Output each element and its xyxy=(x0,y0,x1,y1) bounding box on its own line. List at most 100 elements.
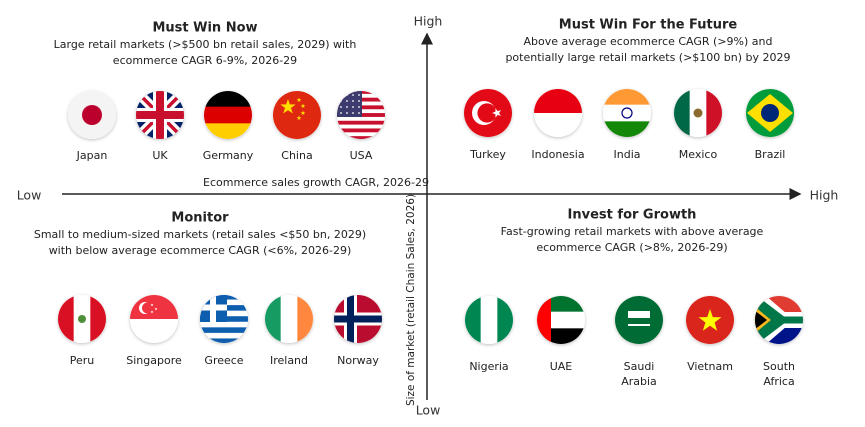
country-name: UAE xyxy=(550,360,573,373)
country-name: Indonesia xyxy=(531,148,584,161)
country-name: USA xyxy=(350,149,373,162)
country-name: Turkey xyxy=(469,148,506,161)
country-flag xyxy=(534,89,582,137)
quadrant-description: ecommerce CAGR 6-9%, 2026-29 xyxy=(113,54,297,67)
flag-shape xyxy=(142,302,153,314)
flag-shape xyxy=(337,120,385,125)
country-flag xyxy=(337,91,385,139)
flag-shape xyxy=(90,295,106,343)
flag-shape xyxy=(204,91,252,108)
flag-shape xyxy=(603,104,651,122)
flag-shape xyxy=(136,111,184,119)
flag-shape xyxy=(200,327,248,334)
flag-shape xyxy=(340,106,342,108)
flag-shape xyxy=(210,295,216,322)
flag-shape xyxy=(150,303,154,307)
x-axis-title: Ecommerce sales growth CAGR, 2026-29 xyxy=(203,176,429,189)
quadrant-title: Monitor xyxy=(171,211,229,226)
country-flag xyxy=(674,89,722,137)
flag-shape xyxy=(340,100,342,102)
quadrant-description: with below average ecommerce CAGR (<6%, … xyxy=(49,244,352,257)
flag-shape xyxy=(273,91,321,139)
country-name: Brazil xyxy=(755,148,786,161)
flag-shape xyxy=(130,319,178,343)
flag-image xyxy=(130,295,178,343)
quadrant-description: Above average ecommerce CAGR (>9%) and xyxy=(524,35,773,48)
flag-shape xyxy=(706,89,722,137)
flag-shape xyxy=(337,116,385,122)
flag-shape xyxy=(154,307,158,311)
y-low-label: Low xyxy=(416,403,441,418)
country-name: Arabia xyxy=(621,375,657,388)
quadrant-description: Large retail markets (>$500 bn retail sa… xyxy=(54,38,357,51)
quadrant-description: Fast-growing retail markets with above a… xyxy=(501,225,764,238)
flag-shape xyxy=(346,106,348,108)
flag-shape xyxy=(337,128,385,133)
country-name: Africa xyxy=(763,375,794,388)
flag-shape xyxy=(204,123,252,139)
country-flag xyxy=(686,296,734,344)
flag-shape xyxy=(150,310,154,314)
flag-shape xyxy=(58,295,75,343)
flag-shape xyxy=(296,97,302,102)
flag-shape xyxy=(497,296,513,344)
country-flag xyxy=(273,91,321,139)
quadrant-title: Must Win For the Future xyxy=(559,18,738,33)
flag-shape xyxy=(492,108,501,118)
x-low-label: Low xyxy=(17,188,42,203)
quadrant-description: Small to medium-sized markets (retail sa… xyxy=(34,228,366,241)
country-name: Ireland xyxy=(270,354,308,367)
flag-image xyxy=(68,91,116,139)
country-name: UK xyxy=(152,149,168,162)
flag-shape xyxy=(300,103,306,108)
quadrant-title: Invest for Growth xyxy=(568,208,697,223)
flag-shape xyxy=(265,295,282,343)
flag-shape xyxy=(352,100,354,102)
flag-image xyxy=(674,89,722,137)
flag-shape xyxy=(337,91,362,117)
flag-image xyxy=(337,91,385,139)
flag-shape xyxy=(603,121,651,137)
y-high-label: High xyxy=(414,14,443,29)
flag-shape xyxy=(200,321,248,328)
flag-shape xyxy=(628,324,650,326)
country-flag xyxy=(334,295,382,343)
flag-shape xyxy=(358,94,360,96)
country-flag xyxy=(200,295,248,343)
flag-shape xyxy=(337,132,385,137)
country-name: South xyxy=(763,360,795,373)
country-flag xyxy=(603,89,651,137)
flag-shape xyxy=(755,310,767,330)
country-flag xyxy=(58,295,106,343)
country-name: Japan xyxy=(76,149,108,162)
flag-shape xyxy=(477,103,497,123)
flag-shape xyxy=(337,124,385,129)
quadrant-title: Must Win Now xyxy=(152,21,257,36)
flag-shape xyxy=(334,315,382,323)
flag-shape xyxy=(296,115,302,120)
country-name: Greece xyxy=(204,354,243,367)
flag-image xyxy=(200,295,248,343)
flag-shape xyxy=(698,309,722,331)
flag-shape xyxy=(534,89,582,114)
quadrant-description: potentially large retail markets (>$100 … xyxy=(505,51,790,64)
flag-shape xyxy=(130,295,178,320)
flag-shape xyxy=(346,112,348,114)
flag-shape xyxy=(82,105,102,125)
flag-shape xyxy=(352,106,354,108)
flag-shape xyxy=(352,94,354,96)
flag-shape xyxy=(340,94,342,96)
flag-image xyxy=(464,89,512,137)
flag-image xyxy=(746,89,794,137)
flag-shape xyxy=(693,108,703,118)
country-flag xyxy=(464,89,512,137)
flag-shape xyxy=(337,136,385,139)
country-flag xyxy=(204,91,252,139)
flag-shape xyxy=(352,112,354,114)
flag-shape xyxy=(280,295,298,343)
country-name: India xyxy=(614,148,641,161)
flag-shape xyxy=(300,110,306,115)
flag-image xyxy=(603,89,651,137)
flag-image xyxy=(537,296,585,344)
